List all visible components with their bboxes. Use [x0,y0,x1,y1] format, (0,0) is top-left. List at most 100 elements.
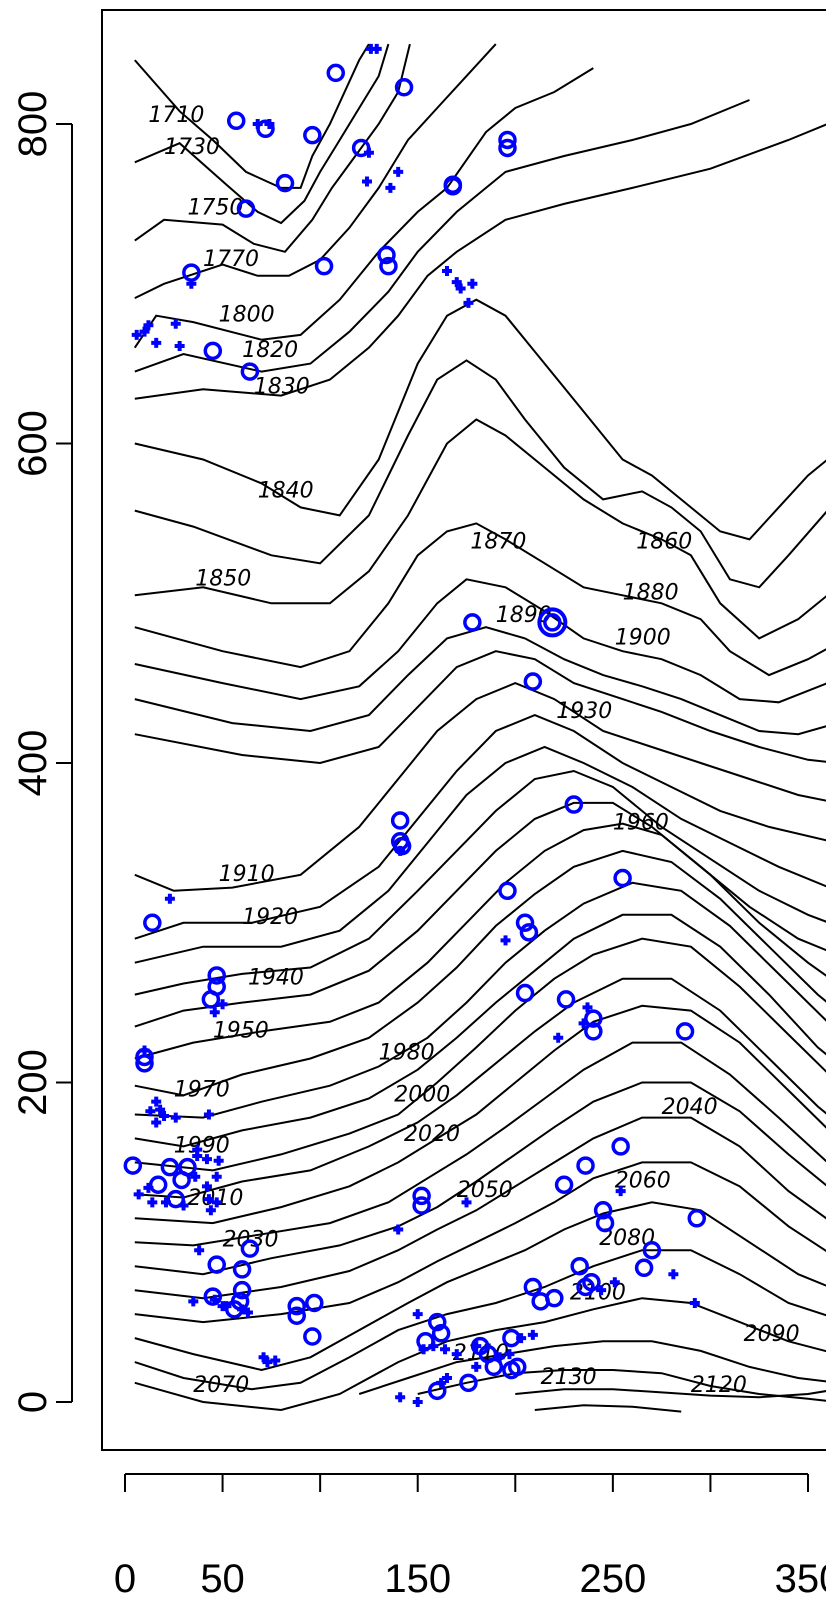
data-point-plus-37 [192,1150,203,1161]
data-point-circle-51 [593,1201,613,1220]
contour-line-1990 [134,913,826,1148]
contour-line-2120 [515,1388,826,1399]
data-point-circle-56 [232,1260,252,1279]
data-point-plus-22 [500,935,511,946]
contour-line-2080 [134,1249,826,1391]
data-point-circle-16 [203,341,223,361]
data-point-plus-73 [494,1352,505,1363]
data-point-circle-9 [443,177,463,196]
contour-line-1730 [134,43,390,225]
contour-label-1930: 1930 [556,699,612,724]
data-point-circle-5 [394,78,414,97]
contour-line-1940 [134,769,826,996]
data-point-plus-51 [461,1197,472,1208]
contour-label-2020: 2020 [404,1122,460,1147]
data-point-plus-3 [264,119,275,129]
data-point-plus-48 [147,1197,158,1208]
data-point-plus-66 [440,1344,451,1355]
contour-line-2010 [134,977,826,1199]
data-point-circle-49 [412,1186,431,1206]
data-point-plus-15 [143,320,154,331]
x-tick-label-250: 250 [579,1557,646,1601]
data-point-plus-38 [201,1154,212,1165]
data-point-circle-30 [207,966,226,985]
data-point-circle-37 [675,1022,695,1041]
data-point-plus-75 [441,1373,452,1384]
data-point-plus-23 [553,1032,564,1043]
data-point-circle-14 [379,256,398,276]
data-point-circle-57 [642,1240,662,1260]
data-point-plus-50 [178,1200,189,1211]
data-point-circle-47 [576,1156,595,1175]
data-point-circle-29 [143,913,162,932]
contour-label-1750: 1750 [187,196,243,221]
y-tick-label-200: 200 [11,1049,55,1116]
x-axis: 0 50 150 250 350 [114,1473,826,1601]
contour-labels: 1710 1730 1750 1770 1800 1820 1830 1840 1850 1860… [148,103,799,1398]
data-point-plus-18 [170,318,181,329]
data-point-plus-35 [203,1109,214,1120]
data-point-plus-20 [164,893,175,904]
contour-label-1870: 1870 [470,530,526,555]
data-point-circle-17 [240,362,260,381]
data-point-plus-80 [689,1297,700,1308]
data-point-circle-11 [275,173,295,193]
data-point-circle-52 [595,1213,615,1233]
data-point-plus-70 [516,1333,527,1344]
data-point-plus-79 [668,1269,679,1280]
data-point-circle-55 [207,1255,226,1274]
data-point-plus-24 [578,1018,589,1029]
data-point-plus-29 [151,1096,162,1107]
data-point-plus-49 [160,1197,171,1208]
contour-line-1870 [134,522,826,677]
data-point-circle-68 [232,1280,252,1300]
data-point-plus-82 [596,1285,607,1296]
contour-line-2070 [134,1201,826,1372]
data-point-plus-28 [139,1045,150,1056]
data-point-circle-46 [611,1137,630,1156]
data-point-plus-26 [209,1007,220,1018]
data-point-circle-13 [377,245,396,265]
contour-label-1820: 1820 [242,338,298,363]
data-point-plus-10 [467,278,478,289]
data-point-plus-78 [412,1397,423,1407]
data-point-plus-76 [436,1377,447,1388]
data-point-plus-44 [211,1197,222,1208]
data-point-plus-69 [471,1341,482,1352]
contour-label-1950: 1950 [213,1018,269,1043]
x-tick-label-50: 50 [200,1557,245,1601]
data-point-plus-53 [393,1224,404,1235]
data-point-plus-30 [155,1104,166,1115]
contour-line-2100 [358,1340,826,1395]
data-point-circle-61 [576,1277,595,1297]
data-point-circle-22 [390,811,410,830]
contour-label-2090: 2090 [744,1322,800,1347]
data-point-plus-2 [252,119,263,129]
contour-line-1830 [134,123,826,400]
data-point-circle-62 [523,1277,543,1297]
y-axis: 0 200 400 600 800 [11,91,73,1413]
data-point-plus-54 [194,1245,205,1256]
y-tick-label-400: 400 [11,730,55,797]
y-tick-label-0: 0 [11,1391,55,1413]
data-point-plus-43 [203,1194,214,1205]
data-point-plus-63 [262,1357,273,1368]
data-point-circle-79 [484,1357,504,1377]
contour-label-1960: 1960 [613,811,669,836]
data-point-circle-81 [507,1357,527,1377]
data-point-circle-45 [166,1189,185,1209]
data-point-circle-25 [613,868,632,888]
data-point-circle-33 [515,983,535,1003]
data-point-circle-34 [556,990,576,1009]
data-point-plus-6 [385,182,396,193]
contour-label-1940: 1940 [248,966,304,991]
contour-label-1880: 1880 [623,581,679,606]
x-tick-label-150: 150 [384,1557,451,1601]
contour-line-2040 [134,1081,826,1276]
data-point-plus-40 [211,1171,222,1182]
contour-line-1910 [134,682,826,892]
data-point-plus-33 [151,1117,162,1128]
data-point-plus-65 [428,1341,439,1352]
data-point-plus-68 [451,1349,462,1360]
data-point-circle-3 [303,125,322,145]
